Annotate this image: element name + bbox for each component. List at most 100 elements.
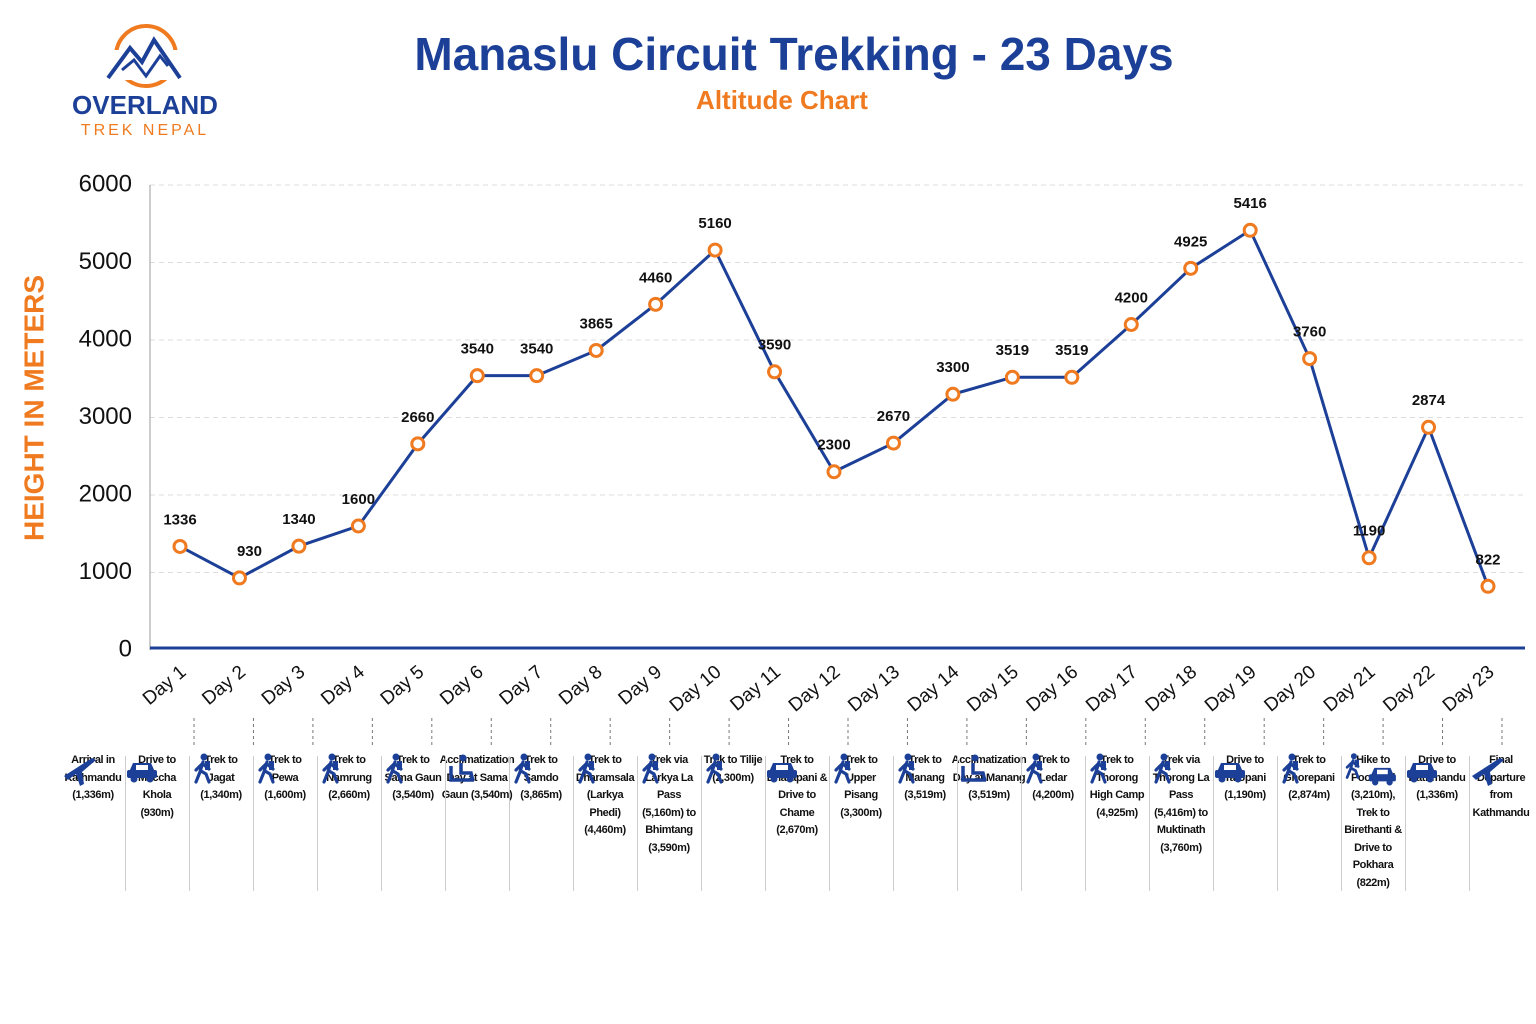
itinerary-item: Trek to Namrung (2,660m) — [318, 752, 380, 852]
point — [172, 538, 188, 554]
itinerary-item: Trek to Ledar (4,200m) — [1022, 752, 1084, 852]
itinerary-item: Arrival in Kathmandu (1,336m) — [62, 752, 124, 852]
value-label: 3519 — [996, 342, 1029, 359]
itinerary-item: Drive to Kathmandu (1,336m) — [1406, 752, 1468, 852]
itinerary-item: Trek to Dharamsala (Larkya Phedi) (4,460… — [574, 752, 636, 852]
x-tick-label: Day 3 — [258, 662, 310, 710]
altitude-line — [179, 228, 1490, 587]
itinerary-item: Trek via Larkya La Pass (5,160m) to Bhim… — [638, 752, 700, 865]
column-separator — [637, 756, 638, 891]
itinerary-item: Drive to Maccha Khola (930m) — [126, 752, 188, 852]
value-label: 4200 — [1115, 289, 1148, 306]
x-tick-label: Day 22 — [1379, 662, 1439, 717]
column-separator — [125, 756, 126, 891]
x-tick-label: Day 4 — [317, 661, 369, 709]
itinerary-item: Trek via Thorong La Pass (5,416m) to Muk… — [1150, 752, 1212, 865]
value-label: 2670 — [877, 408, 910, 425]
icon-walk — [194, 753, 211, 784]
icon-walk — [322, 753, 339, 784]
y-tick-label: 1000 — [79, 558, 132, 585]
itinerary-text: Trek to Samdo (3,865m) — [520, 754, 562, 801]
x-tick-label: Day 8 — [555, 662, 607, 710]
value-label: 1336 — [163, 511, 196, 528]
itinerary-item: Acclimatization Day at Sama Gaun (3,540m… — [440, 752, 515, 852]
column-separator — [1213, 756, 1214, 891]
icon-plane — [64, 758, 96, 786]
y-tick-label: 0 — [119, 635, 132, 662]
point — [1302, 351, 1318, 367]
icon-seat — [449, 754, 475, 782]
itinerary-text: Trek to Pewa (1,600m) — [264, 754, 306, 801]
column-separator — [1405, 756, 1406, 891]
itinerary-item: Acclimatization Day at Manang (3,519m) — [952, 752, 1027, 852]
point — [648, 296, 664, 312]
x-tick-label: Day 23 — [1439, 662, 1499, 717]
icon-walk — [386, 753, 403, 784]
point — [291, 538, 307, 554]
point — [826, 464, 842, 480]
x-tick-label: Day 9 — [615, 662, 667, 710]
column-separator — [381, 756, 382, 891]
x-tick-label: Day 14 — [904, 661, 964, 716]
point — [945, 386, 961, 402]
chart-subtitle: Altitude Chart — [696, 85, 868, 115]
point — [1421, 419, 1437, 435]
column-separator — [1341, 756, 1342, 891]
logo-name: OVERLAND — [72, 90, 218, 120]
value-label: 930 — [237, 543, 262, 560]
point — [588, 342, 604, 358]
point — [1004, 369, 1020, 385]
x-tick-label: Day 15 — [963, 662, 1023, 717]
value-label: 3865 — [579, 315, 612, 332]
itinerary-item: Trek to Sama Gaun (3,540m) — [382, 752, 444, 852]
value-label: 1340 — [282, 511, 315, 528]
icon-seat — [961, 754, 987, 782]
value-label: 3540 — [520, 341, 553, 358]
value-label: 5160 — [698, 215, 731, 232]
x-tick-label: Day 16 — [1023, 662, 1083, 717]
point — [410, 436, 426, 452]
point — [707, 242, 723, 258]
icon-trek-drive — [1345, 753, 1396, 786]
value-label: 1600 — [342, 491, 375, 508]
itinerary-text: Trek to Ledar (4,200m) — [1032, 754, 1074, 801]
column-separator — [957, 756, 958, 891]
icon-walk — [706, 753, 723, 784]
icon-car — [767, 763, 797, 783]
icon-walk — [642, 753, 659, 784]
x-tick-label: Day 19 — [1201, 662, 1261, 717]
column-separator — [1149, 756, 1150, 891]
icon-walk — [898, 753, 915, 784]
value-label: 4925 — [1174, 233, 1207, 250]
point — [1242, 222, 1258, 238]
x-tick-label: Day 1 — [139, 662, 191, 710]
column-separator — [829, 756, 830, 891]
point — [231, 570, 247, 586]
x-tick-label: Day 7 — [496, 662, 548, 710]
column-separator — [1277, 756, 1278, 891]
itinerary-text: Drive to Maccha Khola (930m) — [138, 754, 176, 819]
logo-mark — [106, 24, 182, 88]
itinerary-item: Trek to Upper Pisang (3,300m) — [830, 752, 892, 852]
x-tick-label: Day 11 — [726, 662, 785, 716]
value-label: 3760 — [1293, 324, 1326, 341]
itinerary-item: Trek to Thorong High Camp (4,925m) — [1086, 752, 1148, 852]
value-label: 5416 — [1233, 195, 1266, 212]
itinerary-text: Trek to Dharapani & Drive to Chame (2,67… — [766, 754, 828, 836]
x-tick-label: Day 10 — [666, 662, 726, 717]
icon-car — [127, 763, 157, 783]
itinerary-text: Trek to Dharamsala (Larkya Phedi) (4,460… — [575, 754, 635, 836]
y-tick-label: 4000 — [79, 325, 132, 352]
y-tick-label: 3000 — [79, 403, 132, 430]
column-separator — [765, 756, 766, 891]
column-separator — [253, 756, 254, 891]
x-tick-label: Day 5 — [377, 662, 429, 710]
column-separator — [509, 756, 510, 891]
itinerary-item: Trek to Jagat (1,340m) — [190, 752, 252, 852]
itinerary-item: Drive to Tatopani (1,190m) — [1214, 752, 1276, 852]
value-label: 1190 — [1353, 523, 1386, 540]
icon-walk — [514, 753, 531, 784]
column-separator — [1469, 756, 1470, 891]
